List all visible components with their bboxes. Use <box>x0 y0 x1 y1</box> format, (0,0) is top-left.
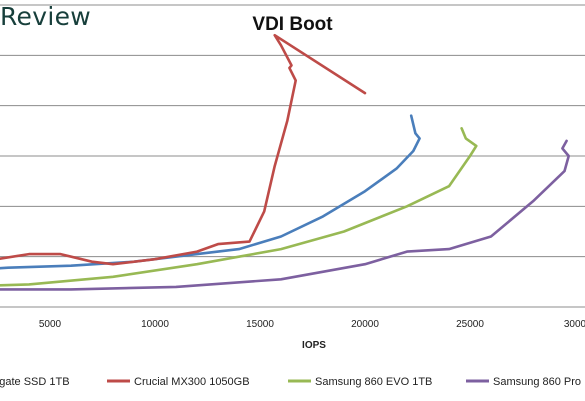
series-line <box>0 114 421 270</box>
series-lines <box>0 33 571 291</box>
brand-logo-text: Review <box>0 2 91 31</box>
series-line <box>0 33 367 266</box>
x-tick-label: 3000 <box>564 319 585 330</box>
x-tick-label: 5000 <box>39 319 62 330</box>
legend-item: Samsung 860 Pro <box>466 376 581 388</box>
series-line <box>0 139 571 291</box>
legend-item: eagate SSD 1TB <box>0 376 70 388</box>
x-tick-label: 20000 <box>351 319 379 330</box>
x-axis-ticks: 5000 10000 15000 20000 25000 3000 <box>39 319 585 330</box>
chart-title: VDI Boot <box>252 14 333 35</box>
legend-label: Crucial MX300 1050GB <box>134 376 250 388</box>
legend-label: Samsung 860 EVO 1TB <box>315 376 432 388</box>
gridlines <box>0 4 585 308</box>
x-tick-label: 25000 <box>456 319 484 330</box>
legend-label: eagate SSD 1TB <box>0 376 70 388</box>
legend-item: Samsung 860 EVO 1TB <box>288 376 432 388</box>
x-tick-label: 10000 <box>141 319 169 330</box>
x-tick-label: 15000 <box>246 319 274 330</box>
series-line <box>0 127 478 287</box>
legend-item: Crucial MX300 1050GB <box>107 376 250 388</box>
legend-label: Samsung 860 Pro <box>493 376 581 388</box>
x-axis-label: IOPS <box>302 340 326 351</box>
legend: eagate SSD 1TB Crucial MX300 1050GB Samsun… <box>0 376 581 388</box>
